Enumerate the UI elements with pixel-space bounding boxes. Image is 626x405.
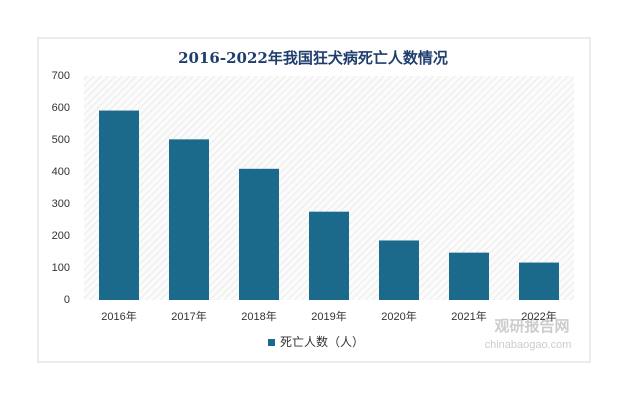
- y-tick-label: 400: [52, 166, 70, 178]
- x-tick-label: 2019年: [311, 309, 346, 323]
- x-tick-label: 2022年: [521, 309, 556, 323]
- watermark-url: chinabaogao.com: [485, 339, 572, 351]
- chart-title: 2016-2022年我国狂犬病死亡人数情况: [178, 49, 448, 67]
- legend-label: 死亡人数（人）: [280, 334, 364, 349]
- watermark: 观研报告网: [494, 317, 569, 335]
- bar: [99, 110, 139, 300]
- y-tick-label: 500: [52, 134, 70, 146]
- y-tick-label: 0: [64, 294, 70, 306]
- bar: [449, 252, 489, 300]
- y-tick-label: 300: [52, 198, 70, 210]
- y-tick-label: 700: [52, 70, 70, 82]
- y-tick-label: 200: [52, 230, 70, 242]
- bar: [239, 168, 279, 300]
- y-tick-label: 100: [52, 262, 70, 274]
- x-tick-label: 2016年: [101, 309, 136, 323]
- x-tick-label: 2021年: [451, 309, 486, 323]
- x-tick-label: 2018年: [241, 309, 276, 323]
- legend-swatch: [268, 339, 275, 346]
- bar: [169, 139, 209, 300]
- x-tick-label: 2017年: [171, 309, 206, 323]
- bar: [379, 240, 419, 300]
- bar: [519, 262, 559, 300]
- y-tick-label: 600: [52, 102, 70, 114]
- x-tick-label: 2020年: [381, 309, 416, 323]
- bar: [309, 211, 349, 300]
